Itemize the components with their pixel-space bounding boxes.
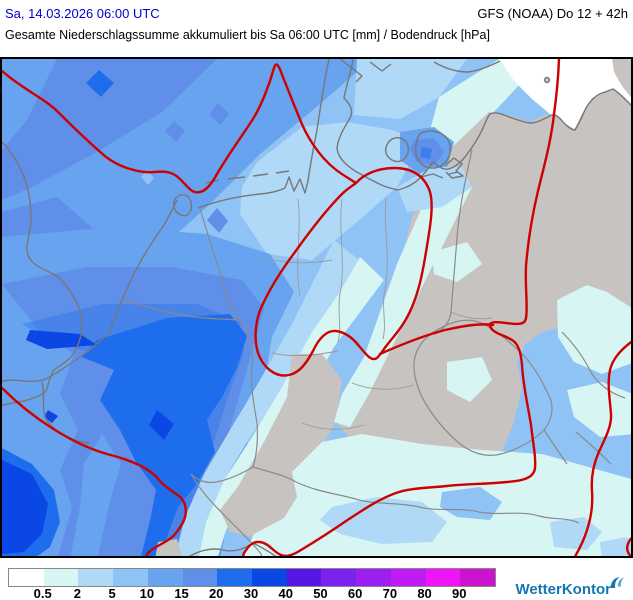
legend-color-cell [390,569,426,586]
state-border-layer [263,197,493,430]
legend-color-cell [425,569,461,586]
isobar-east-vertical [241,59,561,556]
weather-map [0,57,633,558]
legend-tick-label: 50 [313,586,328,600]
legend-color-cell [182,569,218,586]
header-row: Sa, 14.03.2026 06:00 UTC GFS (NOAA) Do 1… [5,6,628,22]
legend-color-cell [78,569,114,586]
map-title: Gesamte Niederschlagssumme akkumuliert b… [5,28,490,42]
legend-tick-label: 20 [209,586,224,600]
legend-tick-label: 40 [278,586,293,600]
isobar-low-center-loop [254,166,433,377]
legend-tick-label: 10 [139,586,155,600]
model-run-label: GFS (NOAA) Do 12 + 42h [477,6,628,21]
legend-color-cell [252,569,287,586]
logo-text: WetterKontor [515,581,611,598]
isobar-arm-east [378,323,495,356]
legend-color-cell [356,569,391,586]
coastline-layer [2,59,631,556]
legend-color-cell [9,569,44,586]
wetterkontor-logo[interactable]: WetterKontor [505,575,625,600]
legend-tick-label: 30 [243,586,259,600]
legend-color-cell [321,569,357,586]
isobar-southeast [573,340,631,556]
legend-tick-label: 2 [73,586,82,600]
legend-color-cell [43,569,79,586]
isobar-northwest [2,63,358,194]
logo-swoosh-icon [609,575,625,595]
legend-tick-label: 15 [174,586,189,600]
legend-color-cell [460,569,496,586]
country-border-layer [119,149,626,556]
isobar-atlantic [2,386,187,556]
legend-tick-label: 5 [108,586,116,600]
legend-color-cell [147,569,183,586]
legend-tick-label: 70 [382,586,398,600]
weather-map-canvas [2,59,631,556]
legend-color-bar [8,568,496,587]
legend-tick-label: 80 [417,586,432,600]
legend-tick-label: 90 [452,586,467,600]
legend-tick-labels: 0.5 2 5 10 15 20 30 40 50 60 70 80 90 [8,586,494,600]
legend-tick-label: 0.5 [33,586,52,600]
legend-color-cell [286,569,322,586]
legend-color-cell [113,569,148,586]
legend-tick-label: 60 [347,586,363,600]
valid-datetime-label: Sa, 14.03.2026 06:00 UTC [5,6,160,21]
legend-color-cell [217,569,253,586]
precipitation-fill-layer [2,59,631,556]
isobar-corner [626,536,631,556]
isobar-layer [2,59,631,556]
